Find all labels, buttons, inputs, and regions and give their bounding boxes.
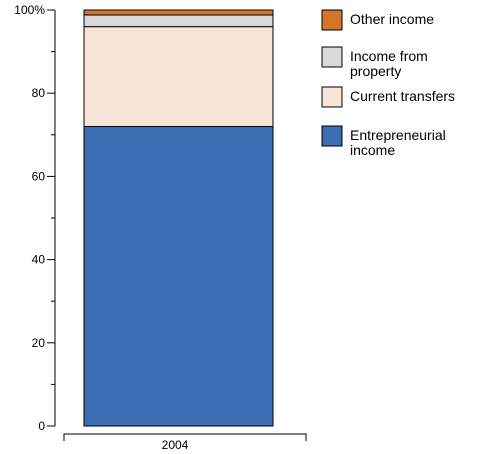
legend-label: Income from xyxy=(350,48,428,64)
legend-label: income xyxy=(350,142,395,158)
legend-swatch xyxy=(321,46,343,68)
y-tick-label: 20 xyxy=(32,336,46,350)
y-tick-label: 80 xyxy=(32,86,46,100)
legend-label: property xyxy=(350,63,401,79)
y-axis: 0 20 40 60 80 100% xyxy=(14,3,56,433)
legend-item: Other income xyxy=(321,9,434,31)
bar-segment-entrepreneurial-income xyxy=(83,125,274,427)
y-tick-label: 60 xyxy=(32,169,46,183)
legend-swatch xyxy=(321,86,343,108)
y-tick-label: 0 xyxy=(38,419,45,433)
legend-swatch xyxy=(321,9,343,31)
legend-item: Current transfers xyxy=(321,86,455,108)
legend-swatch xyxy=(321,125,343,147)
legend-label: Current transfers xyxy=(350,88,455,104)
bar-stack xyxy=(83,9,274,427)
legend-label: Other income xyxy=(350,11,434,27)
legend-label: Entrepreneurial xyxy=(350,127,446,143)
x-category-label: 2004 xyxy=(162,438,189,452)
y-tick-label: 40 xyxy=(32,253,46,267)
bar-segment-current-transfers xyxy=(83,26,274,127)
x-axis: 2004 xyxy=(63,433,307,452)
x-axis-bracket xyxy=(63,433,307,441)
y-tick-label: 100% xyxy=(14,3,45,17)
bar-segment-income-from-property xyxy=(83,14,274,28)
bar-segment-other-income xyxy=(83,9,274,16)
